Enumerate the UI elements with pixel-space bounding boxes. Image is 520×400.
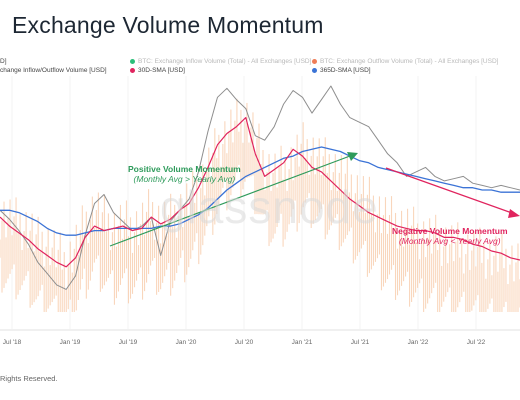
annotation-title: Positive Volume Momentum bbox=[128, 164, 241, 174]
legend-dot-icon bbox=[130, 58, 135, 64]
annotation-title: Negative Volume Momentum bbox=[392, 226, 508, 236]
x-tick-label: Jul '19 bbox=[119, 339, 138, 346]
x-tick-label: Jul '21 bbox=[351, 339, 370, 346]
legend-label: change Inflow/Outflow Volume [USD] bbox=[0, 67, 107, 74]
x-tick-label: Jan '21 bbox=[292, 339, 313, 346]
x-tick-label: Jan '19 bbox=[60, 339, 81, 346]
legend-item-sma30[interactable]: 30D-SMA [USD] bbox=[130, 67, 185, 74]
legend-dot-icon bbox=[312, 67, 317, 73]
x-axis-ticks: Jul '18 Jan '19 Jul '19 Jan '20 Jul '20 Jan '… bbox=[3, 339, 486, 346]
series-lines bbox=[0, 85, 520, 290]
annotation-subtitle: (Monthly Avg > Yearly Avg) bbox=[133, 174, 236, 184]
watermark-logo: glassnode bbox=[160, 181, 379, 233]
chart-plot: Jul '18 Jan '19 Jul '19 Jan '20 Jul '20 Jan '… bbox=[0, 76, 520, 346]
positive-arrow-shaft bbox=[109, 155, 351, 247]
copyright-footer: Rights Reserved. bbox=[0, 374, 58, 383]
legend-item-outflow[interactable]: BTC: Exchange Outflow Volume (Total) - A… bbox=[312, 58, 498, 65]
negative-arrow-shaft bbox=[385, 167, 513, 214]
price-line bbox=[0, 85, 520, 290]
legend-label: BTC: Exchange Outflow Volume (Total) - A… bbox=[320, 58, 499, 65]
legend-label: BTC: Exchange Inflow Volume (Total) - Al… bbox=[138, 58, 312, 65]
x-tick-label: Jul '20 bbox=[235, 339, 254, 346]
legend-label: 30D-SMA [USD] bbox=[138, 67, 185, 74]
legend-item-flow-volume[interactable]: change Inflow/Outflow Volume [USD] bbox=[0, 67, 107, 74]
volume-bars bbox=[0, 98, 520, 312]
legend-dot-icon bbox=[312, 58, 317, 64]
positive-arrowhead-icon bbox=[347, 152, 358, 161]
annotation-arrows bbox=[109, 152, 520, 247]
positive-momentum-annotation: Positive Volume Momentum (Monthly Avg > … bbox=[128, 164, 241, 184]
x-tick-label: Jul '22 bbox=[467, 339, 486, 346]
x-tick-label: Jan '20 bbox=[176, 339, 197, 346]
sma365-line bbox=[0, 146, 520, 236]
legend-label: D] bbox=[0, 58, 7, 65]
page-title: Exchange Volume Momentum bbox=[12, 12, 324, 38]
sma30-line bbox=[0, 117, 520, 268]
annotation-subtitle: (Monthly Avg < Yearly Avg) bbox=[398, 236, 501, 246]
x-tick-label: Jul '18 bbox=[3, 339, 22, 346]
legend-label: 365D-SMA [USD] bbox=[320, 67, 371, 74]
negative-momentum-annotation: Negative Volume Momentum (Monthly Avg < … bbox=[392, 226, 508, 246]
legend-item-inflow[interactable]: BTC: Exchange Inflow Volume (Total) - Al… bbox=[130, 58, 311, 65]
legend-item-price[interactable]: D] bbox=[0, 58, 7, 65]
legend-dot-icon bbox=[130, 67, 135, 73]
x-tick-label: Jan '22 bbox=[408, 339, 429, 346]
legend-item-sma365[interactable]: 365D-SMA [USD] bbox=[312, 67, 371, 74]
negative-arrowhead-icon bbox=[508, 209, 520, 218]
